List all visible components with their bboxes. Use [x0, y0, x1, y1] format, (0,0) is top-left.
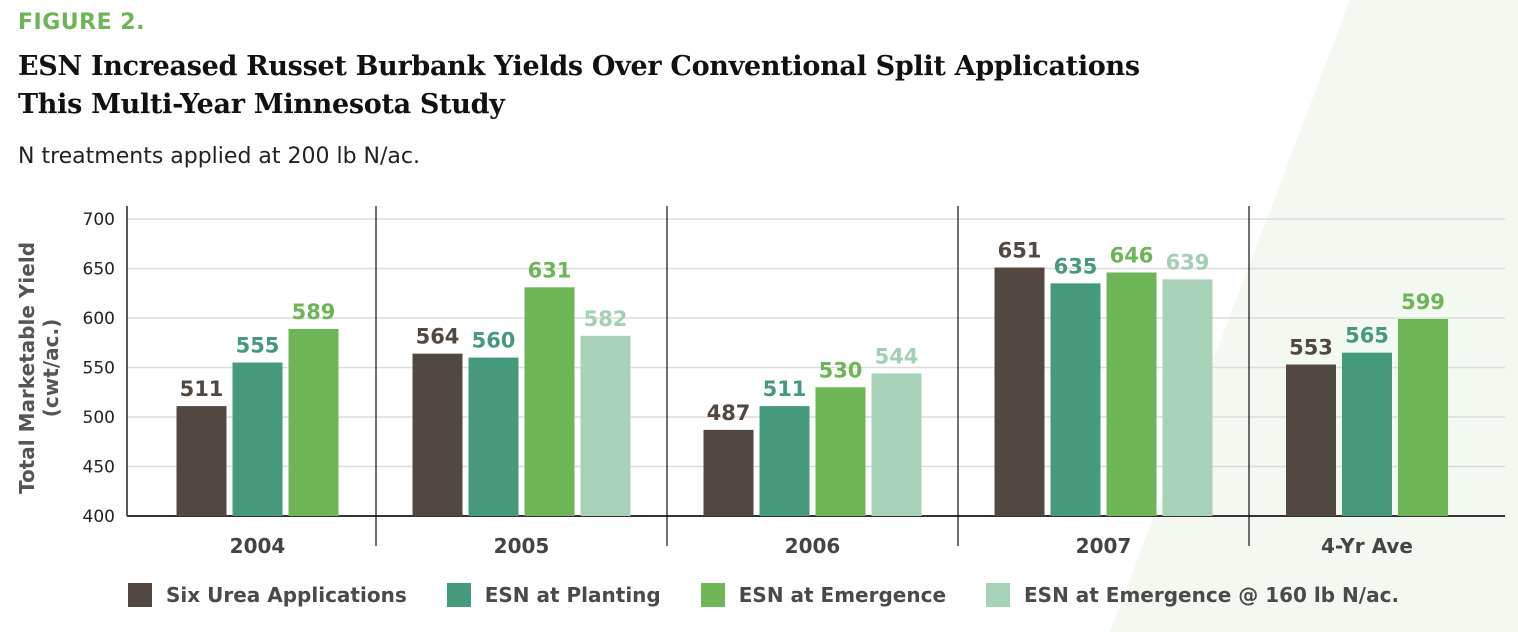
legend-swatch [446, 583, 471, 607]
bar [288, 328, 339, 516]
bar [703, 429, 754, 516]
legend-item: ESN at Emergence @ 160 lb N/ac. [986, 583, 1399, 607]
bar [1398, 318, 1448, 516]
legend-item: Six Urea Applications [128, 583, 407, 607]
data-label: 565 [1345, 324, 1389, 348]
legend: Six Urea Applications ESN at Planting ESN … [128, 583, 1399, 607]
chart-title: ESN Increased Russet Burbank Yields Over… [18, 48, 1140, 124]
legend-label: ESN at Emergence [738, 583, 947, 607]
x-tick-label: 2007 [1076, 534, 1132, 558]
bar [1050, 283, 1101, 516]
y-tick-label: 550 [83, 359, 115, 379]
y-tick-label: 700 [83, 210, 115, 230]
data-label: 639 [1166, 250, 1210, 274]
x-tick-label: 4-Yr Ave [1321, 534, 1413, 558]
bar [468, 357, 519, 516]
data-label: 582 [584, 307, 628, 331]
data-label: 553 [1289, 336, 1333, 360]
legend-swatch [986, 583, 1011, 607]
y-tick-label: 400 [83, 507, 115, 527]
data-label: 511 [180, 377, 224, 401]
legend-label: ESN at Planting [484, 583, 661, 607]
bar [524, 287, 575, 516]
data-label: 651 [998, 239, 1042, 263]
bar [412, 353, 463, 516]
data-label: 599 [1401, 290, 1445, 314]
y-tick-label: 500 [83, 408, 115, 428]
y-tick-label: 600 [83, 309, 115, 329]
bar [1162, 279, 1213, 516]
bar [759, 406, 810, 516]
data-label: 487 [707, 401, 751, 425]
chart-subtitle: N treatments applied at 200 lb N/ac. [18, 144, 420, 169]
data-label: 589 [292, 300, 336, 324]
data-label: 564 [416, 325, 460, 349]
bar [232, 362, 283, 516]
x-tick-label: 2006 [785, 534, 841, 558]
bar [1342, 352, 1392, 516]
bar [1286, 364, 1336, 516]
legend-label: Six Urea Applications [166, 583, 407, 607]
legend-label: ESN at Emergence @ 160 lb N/ac. [1024, 583, 1400, 607]
bar [1106, 272, 1157, 516]
data-label: 530 [819, 358, 863, 382]
data-label: 646 [1110, 243, 1154, 267]
title-line-2: This Multi-Year Minnesota Study [18, 89, 505, 120]
figure-label: FIGURE 2. [18, 10, 145, 35]
data-label: 631 [528, 258, 572, 282]
bar [994, 267, 1045, 516]
legend-item: ESN at Emergence [700, 583, 947, 607]
x-tick-label: 2005 [494, 534, 550, 558]
x-tick-label: 2004 [230, 534, 286, 558]
bar [815, 387, 866, 516]
data-label: 511 [763, 377, 807, 401]
y-axis-label: Total Marketable Yield(cwt/ac.) [15, 242, 63, 494]
data-label: 635 [1054, 254, 1098, 278]
y-tick-label: 450 [83, 458, 115, 478]
legend-swatch [128, 583, 152, 607]
legend-swatch [700, 583, 725, 607]
data-label: 560 [472, 329, 516, 353]
title-line-1: ESN Increased Russet Burbank Yields Over… [18, 51, 1140, 82]
bar [176, 406, 227, 516]
y-tick-label: 650 [83, 260, 115, 280]
bar [580, 335, 631, 516]
bar [871, 373, 922, 516]
data-label: 544 [875, 344, 919, 368]
data-label: 555 [236, 334, 280, 358]
legend-item: ESN at Planting [446, 583, 661, 607]
